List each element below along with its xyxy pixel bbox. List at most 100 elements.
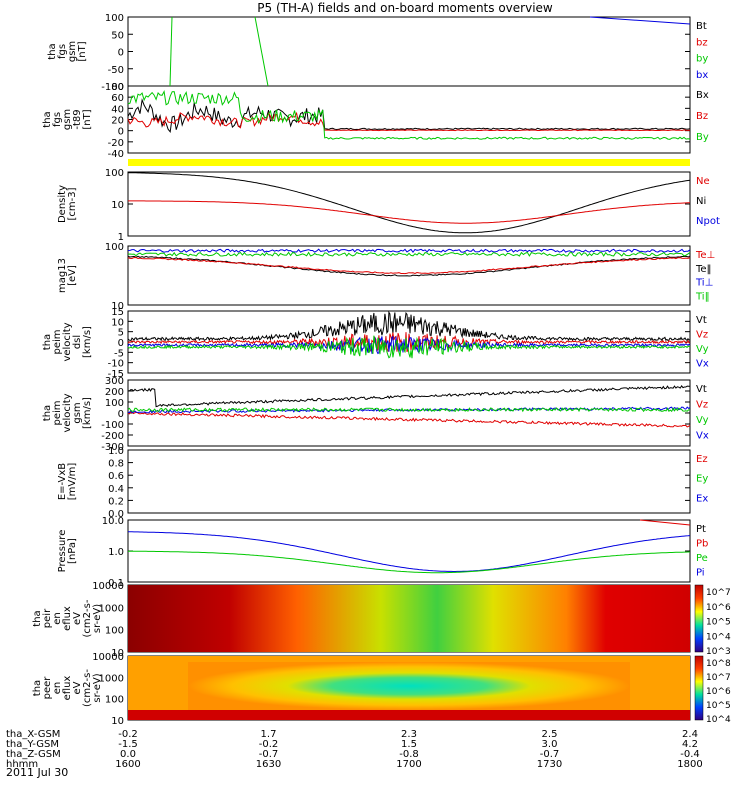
colorbar-label: 10^5: [706, 701, 731, 711]
y-axis-label: en: [52, 682, 63, 695]
y-tick-label: -20: [108, 138, 124, 149]
legend-Ne: Ne: [696, 176, 710, 187]
y-tick-label: 20: [111, 116, 124, 127]
y-tick-label: 10: [111, 301, 124, 312]
y-axis-label: sr-eV): [92, 604, 103, 633]
y-axis-label: [km/s]: [82, 397, 93, 429]
x-tick-label: 2.3: [401, 729, 417, 740]
panel-frame: [127, 245, 691, 306]
legend-entries: Bt bz by bx Bx Bz By Ne Ni Npot Te⊥ Te‖ Ti⊥ Ti‖ Vt Vz Vy…: [695, 21, 731, 725]
y-tick-label: 5: [118, 328, 124, 339]
legend-by: by: [696, 54, 708, 65]
y-axis-label: Density: [57, 185, 68, 223]
y-tick-label: 50: [111, 30, 124, 41]
x-tick-label: -0.2: [118, 729, 138, 740]
y-tick-label: -100: [101, 82, 124, 93]
y-tick-label: 300: [105, 376, 124, 387]
x-tick-label: -1.5: [118, 739, 138, 750]
legend-Vx: Vx: [696, 431, 709, 442]
y-tick-label: -40: [108, 149, 124, 160]
y-axis-label: mag13: [57, 258, 68, 293]
y-axis-label: dsl: [72, 335, 83, 349]
x-tick-label: -0.7: [540, 749, 560, 760]
y-axis-label: eV: [72, 612, 83, 625]
y-tick-label: 10: [111, 648, 124, 659]
x-tick-label: -0.8: [399, 749, 419, 760]
y-tick-label: -50: [108, 65, 124, 76]
colorbar-label: 10^4: [706, 715, 731, 725]
colorbar-label: 10^4: [706, 632, 731, 642]
legend-Vt: Vt: [696, 315, 707, 326]
legend-Npot: Npot: [696, 216, 720, 227]
legend-Ex: Ex: [696, 493, 708, 504]
legend-Ez: Ez: [696, 454, 708, 465]
y-axis-label: velocity: [62, 322, 73, 361]
x-tick-label: 0.0: [120, 749, 136, 760]
electron-spectrogram-core: [188, 662, 630, 710]
x-row-label: hhmm: [6, 759, 38, 770]
x-tick-label: -0.7: [259, 749, 279, 760]
x-tick-label: 1.5: [401, 739, 417, 750]
x-tick-label: 3.0: [542, 739, 558, 750]
x-tick-label: 1700: [396, 759, 421, 770]
y-tick-label: 10.0: [102, 516, 124, 527]
legend-Pi: Pi: [696, 568, 705, 579]
ti-par-line: [127, 251, 691, 257]
y-axis-label: peir: [42, 608, 53, 628]
y-tick-label: 0.0: [108, 509, 124, 520]
y-axis-label: tha: [32, 680, 43, 696]
x-row-label: tha_X-GSM: [6, 729, 60, 740]
yellow-status-bar: [128, 159, 690, 166]
y-tick-label: -300: [101, 442, 124, 453]
legend-Ey: Ey: [696, 474, 708, 485]
legend-Pb: Pb: [696, 539, 708, 550]
y-tick-label: -10: [108, 359, 124, 370]
legend-Bx: Bx: [696, 90, 709, 101]
legend-Vz: Vz: [696, 400, 708, 411]
vz-line: [127, 332, 691, 354]
y-axis-label: [nPa]: [67, 538, 78, 564]
panel-frame: [127, 519, 691, 583]
y-axis-label: (cm2-s-: [82, 669, 93, 707]
y-tick-label: -15: [108, 369, 124, 380]
vz-line: [127, 411, 691, 428]
y-tick-label: 0.1: [108, 578, 124, 589]
legend-Te‖: Te‖: [695, 264, 712, 275]
y-axis-label: [cm-3]: [67, 187, 78, 220]
y-tick-label: 80: [111, 82, 124, 93]
x-tick-label: -0.4: [680, 749, 700, 760]
y-tick-label: 0.6: [108, 471, 124, 482]
colorbar-label: 10^5: [706, 618, 731, 628]
y-tick-label: 100: [105, 242, 124, 253]
electron-spectrogram-low: [128, 710, 690, 720]
legend-Vy: Vy: [696, 344, 709, 355]
panel-frame: [127, 171, 691, 237]
pe-line: [128, 550, 690, 574]
y-axis-label: tha: [47, 43, 58, 59]
vt-line: [127, 385, 691, 408]
y-tick-label: 0: [118, 338, 124, 349]
x-tick-label: 1600: [115, 759, 140, 770]
colorbar-label: 10^8: [706, 659, 731, 669]
y-tick-label: 10000: [92, 652, 124, 663]
x-tick-label: 2.5: [542, 729, 558, 740]
pi-line: [128, 531, 691, 572]
panel-frame: [127, 449, 691, 514]
y-tick-label: 100: [105, 398, 124, 409]
legend-bz: bz: [696, 37, 708, 48]
y-axis-label: sr-eV): [92, 673, 103, 702]
legend-Vz: Vz: [696, 330, 708, 341]
x-tick-label: 1800: [677, 759, 702, 770]
y-axis-label: eV: [72, 681, 83, 694]
y-axis-label: tha: [42, 405, 53, 421]
te-perp-line: [127, 256, 691, 275]
colorbar: [694, 655, 704, 721]
y-axis-label: E=-VxB: [57, 463, 68, 500]
y-axis-label: eflux: [62, 676, 73, 701]
colorbar-label: 10^3: [706, 647, 731, 657]
y-axis-label: tha: [42, 334, 53, 350]
y-axis-label: -t89: [72, 109, 83, 129]
y-tick-label: 0: [118, 48, 124, 59]
y-tick-label: -200: [101, 431, 124, 442]
legend-Pt: Pt: [696, 524, 706, 535]
